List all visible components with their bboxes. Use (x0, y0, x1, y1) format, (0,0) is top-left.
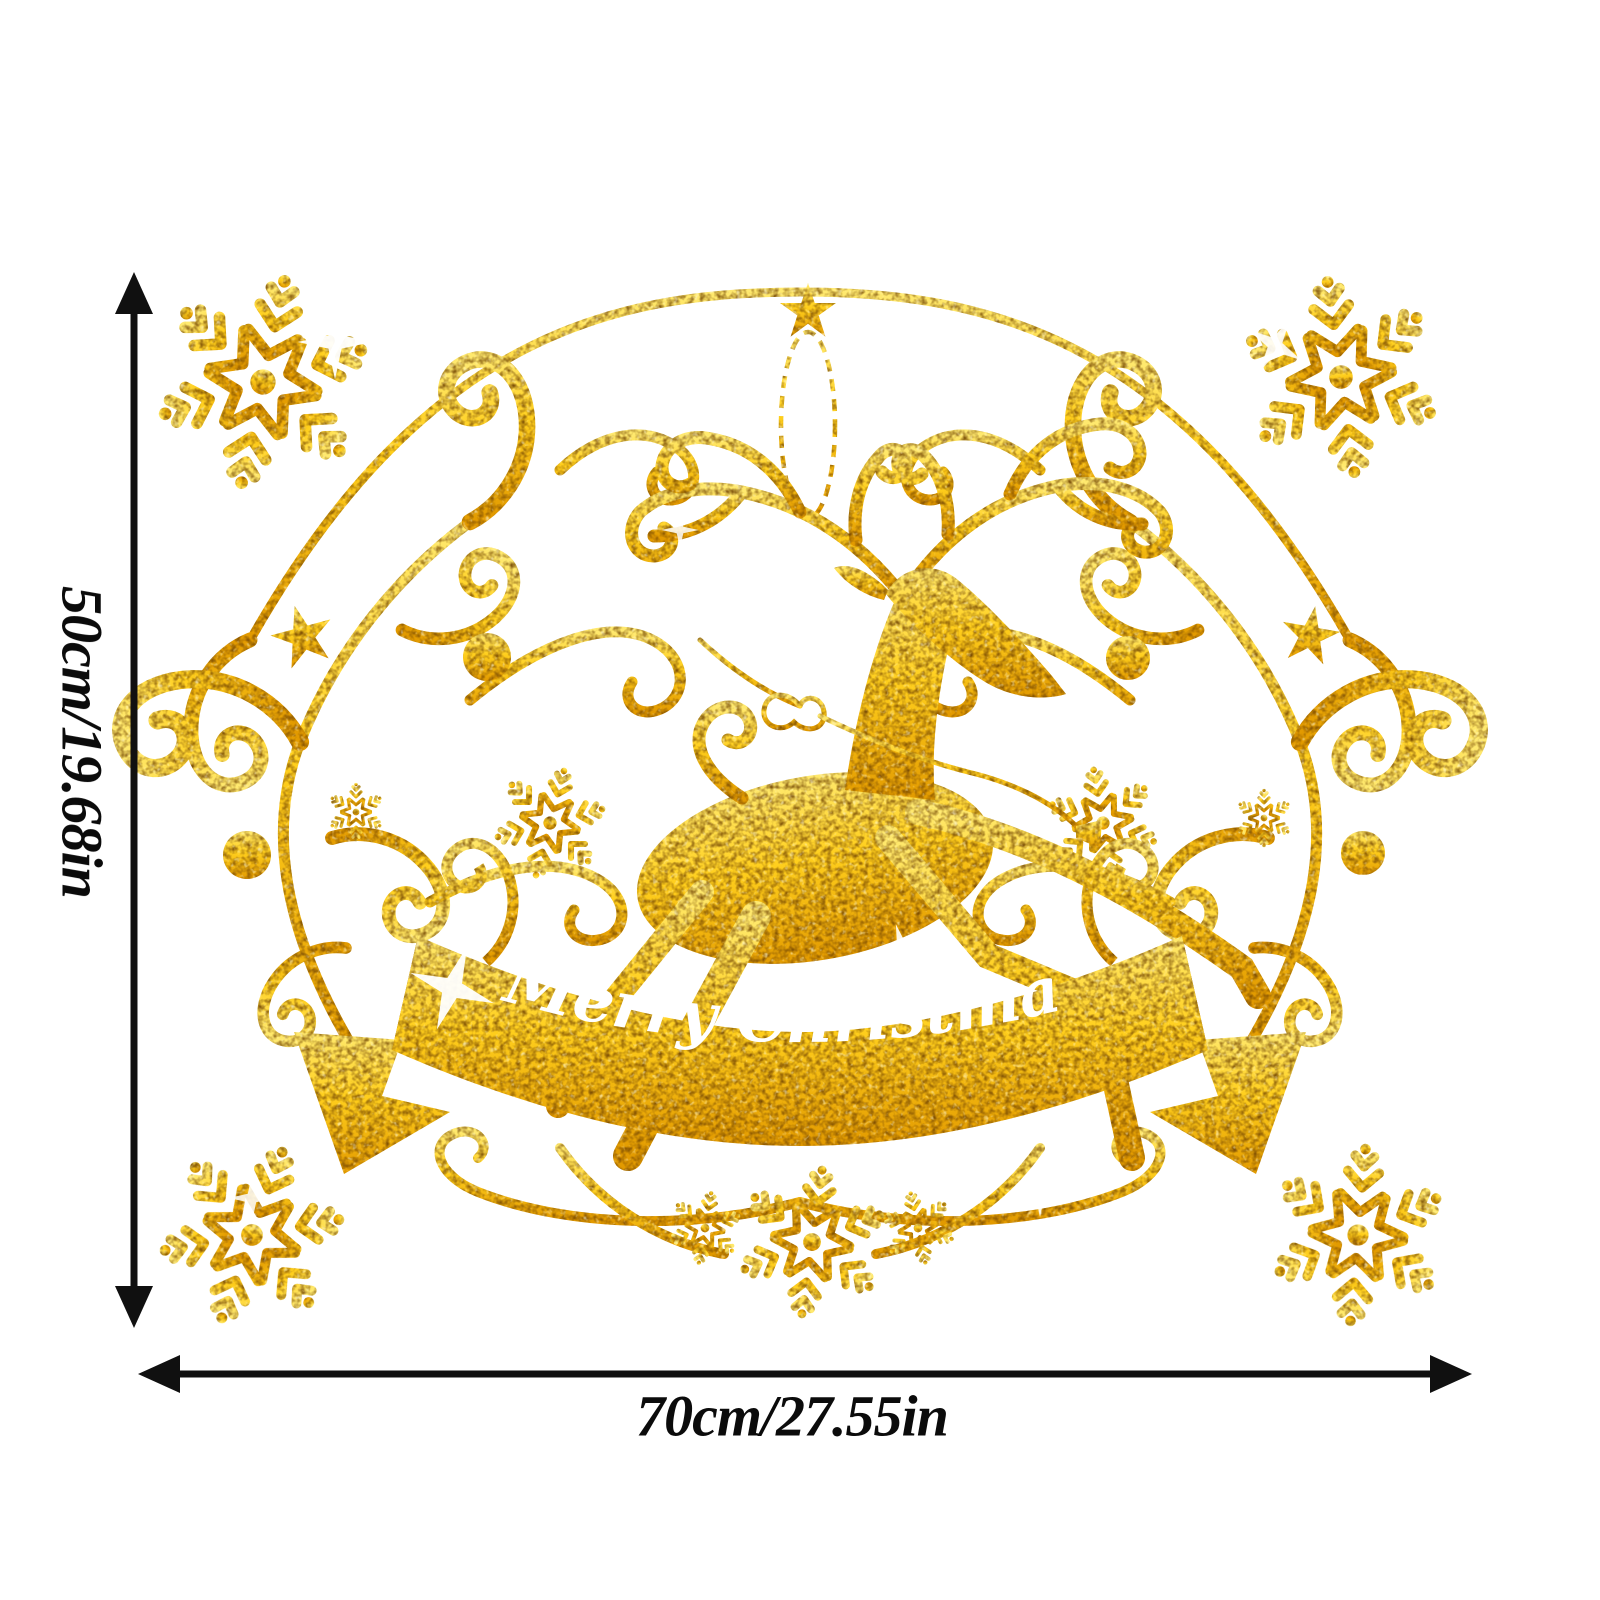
height-arrow (115, 272, 153, 1328)
bauble-icon (463, 633, 511, 681)
snowflake-icon (134, 1116, 371, 1355)
height-dimension-label: 50cm/19.68in (49, 586, 115, 898)
bauble-icon (1341, 831, 1385, 875)
arrow-down-icon (115, 1286, 153, 1328)
bauble-icon (1106, 636, 1150, 680)
wreath-arch (243, 287, 1357, 649)
ornaments (223, 282, 1385, 879)
arrow-right-icon (1430, 1355, 1472, 1393)
snowflake-icon (1261, 1136, 1456, 1334)
width-arrow (138, 1355, 1472, 1393)
snowflake-icon (662, 1185, 747, 1272)
reindeer-antlers (625, 417, 1173, 595)
reindeer-tail (692, 700, 758, 805)
garland-right (800, 1132, 1160, 1254)
width-dimension-label: 70cm/27.55in (636, 1383, 949, 1449)
gold-sticker-art (111, 253, 1489, 1354)
swirl-wreath (111, 287, 1489, 1254)
snowflake-icon (1228, 262, 1454, 492)
arrow-up-icon (115, 272, 153, 314)
arch-decoration-left (176, 435, 694, 791)
bauble-icon (223, 831, 271, 879)
star-icon (264, 597, 341, 672)
reindeer-rein-ribbon (697, 637, 1102, 848)
arrow-left-icon (138, 1355, 180, 1393)
snowflake-icon (726, 1155, 897, 1328)
ribbon-banner (294, 833, 1306, 1174)
snowflake-icon (135, 253, 390, 511)
reindeer-body (637, 566, 1066, 964)
ribbon-band (392, 936, 1208, 1146)
dimension-arrows (115, 272, 1472, 1393)
